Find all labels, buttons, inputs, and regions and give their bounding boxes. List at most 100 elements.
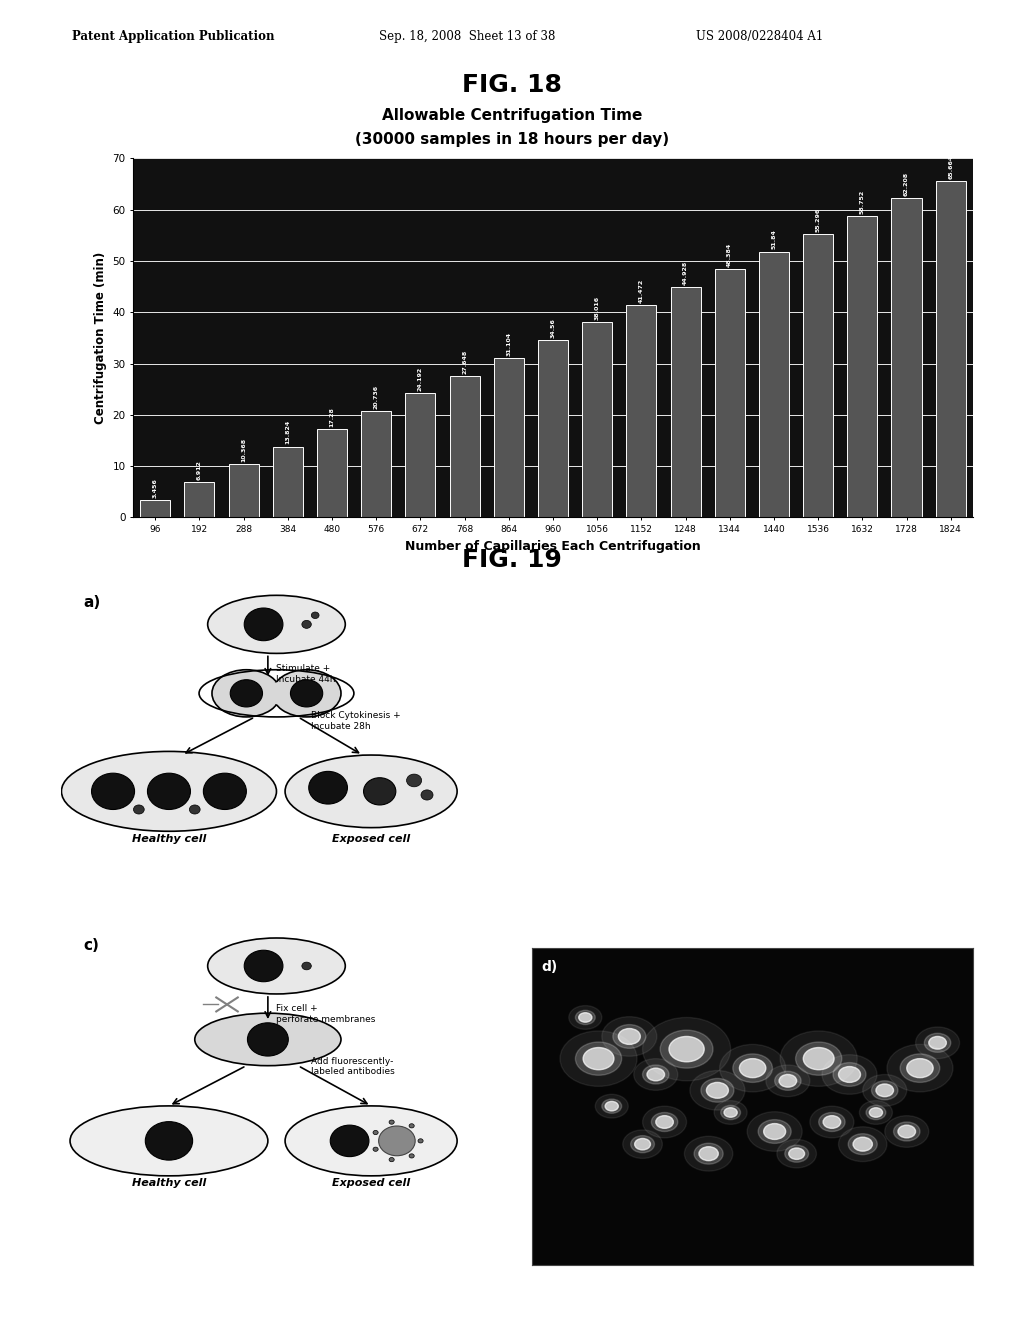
Text: 6.912: 6.912 (197, 461, 202, 480)
Bar (715, 269, 744, 517)
Text: 48.384: 48.384 (727, 243, 732, 267)
Bar (272, 446, 303, 517)
Bar (892, 198, 922, 517)
Text: 31.104: 31.104 (506, 331, 511, 356)
Circle shape (810, 1106, 854, 1138)
Text: d): d) (542, 961, 557, 974)
Ellipse shape (204, 774, 247, 809)
Ellipse shape (245, 950, 283, 982)
Circle shape (796, 1041, 842, 1076)
Ellipse shape (389, 1158, 394, 1162)
Circle shape (929, 1036, 946, 1049)
Circle shape (871, 1081, 898, 1100)
Ellipse shape (291, 680, 323, 708)
Text: 24.192: 24.192 (418, 367, 423, 391)
Ellipse shape (285, 755, 457, 828)
Text: Block Cytokinesis +
Incubate 28h: Block Cytokinesis + Incubate 28h (311, 711, 400, 731)
Circle shape (634, 1059, 678, 1090)
Text: 3.456: 3.456 (153, 478, 158, 498)
Circle shape (660, 1030, 713, 1068)
Bar (671, 286, 700, 517)
Circle shape (859, 1101, 893, 1125)
Ellipse shape (389, 1121, 394, 1125)
Bar (582, 322, 612, 517)
Circle shape (862, 1074, 906, 1106)
Circle shape (699, 1147, 718, 1160)
Circle shape (733, 1053, 772, 1082)
Text: 34.56: 34.56 (551, 318, 555, 338)
Ellipse shape (195, 1014, 341, 1065)
Circle shape (876, 1084, 894, 1097)
Circle shape (618, 1028, 640, 1044)
Ellipse shape (421, 789, 433, 800)
Circle shape (602, 1100, 622, 1113)
Circle shape (774, 1072, 801, 1090)
Circle shape (602, 1016, 656, 1056)
Text: a): a) (83, 595, 100, 610)
Bar (317, 429, 347, 517)
Ellipse shape (208, 939, 345, 994)
Circle shape (595, 1094, 629, 1118)
Circle shape (707, 1082, 728, 1098)
Circle shape (575, 1041, 622, 1076)
Circle shape (925, 1034, 950, 1052)
Circle shape (714, 1101, 748, 1125)
Circle shape (780, 1031, 857, 1086)
Ellipse shape (373, 1147, 378, 1151)
Circle shape (684, 1137, 733, 1171)
Text: 20.736: 20.736 (374, 385, 379, 409)
Text: Patent Application Publication: Patent Application Publication (72, 30, 274, 44)
Ellipse shape (330, 1125, 369, 1156)
Text: 10.368: 10.368 (241, 438, 246, 462)
Ellipse shape (364, 777, 396, 805)
Text: Sep. 18, 2008  Sheet 13 of 38: Sep. 18, 2008 Sheet 13 of 38 (379, 30, 555, 44)
Ellipse shape (189, 805, 200, 814)
Text: Healthy cell: Healthy cell (132, 1179, 206, 1188)
Circle shape (631, 1135, 654, 1152)
Circle shape (819, 1113, 845, 1131)
Circle shape (885, 1115, 929, 1147)
Text: 51.84: 51.84 (771, 230, 776, 249)
Ellipse shape (266, 682, 287, 704)
Bar (847, 216, 878, 517)
Text: FIG. 18: FIG. 18 (462, 73, 562, 96)
Text: 55.296: 55.296 (816, 207, 820, 232)
Circle shape (643, 1065, 669, 1084)
Ellipse shape (230, 680, 262, 708)
Text: Stimulate +
Incubate 44h: Stimulate + Incubate 44h (276, 664, 336, 684)
Bar (361, 411, 391, 517)
Text: 44.928: 44.928 (683, 260, 688, 285)
Circle shape (848, 1134, 878, 1155)
Circle shape (655, 1115, 674, 1129)
Text: 65.664: 65.664 (948, 154, 953, 178)
Circle shape (720, 1044, 785, 1092)
Text: Healthy cell: Healthy cell (132, 834, 206, 845)
Text: Add fluorescently-
labeled antibodies: Add fluorescently- labeled antibodies (311, 1057, 394, 1076)
Bar (228, 465, 259, 517)
Circle shape (643, 1018, 731, 1081)
Text: 13.824: 13.824 (286, 420, 290, 445)
Ellipse shape (70, 1106, 268, 1176)
Circle shape (866, 1105, 886, 1119)
Ellipse shape (147, 774, 190, 809)
Ellipse shape (133, 805, 144, 814)
Text: Exposed cell: Exposed cell (332, 1179, 411, 1188)
Circle shape (900, 1053, 940, 1082)
Bar (936, 181, 966, 517)
Circle shape (568, 1006, 602, 1030)
Text: FIG. 19: FIG. 19 (462, 548, 562, 572)
Text: 58.752: 58.752 (860, 190, 865, 214)
Circle shape (906, 1059, 933, 1077)
Y-axis label: Centrifugation Time (min): Centrifugation Time (min) (94, 252, 106, 424)
Circle shape (583, 1048, 614, 1069)
Ellipse shape (285, 1106, 457, 1176)
Text: 62.208: 62.208 (904, 172, 909, 197)
Circle shape (700, 1078, 734, 1102)
Text: b): b) (550, 598, 566, 611)
Ellipse shape (245, 609, 283, 640)
Circle shape (724, 1107, 737, 1117)
Circle shape (643, 1106, 686, 1138)
X-axis label: Number of Capillaries Each Centrifugation: Number of Capillaries Each Centrifugatio… (406, 540, 700, 553)
Circle shape (823, 1115, 841, 1129)
Bar (494, 358, 524, 517)
